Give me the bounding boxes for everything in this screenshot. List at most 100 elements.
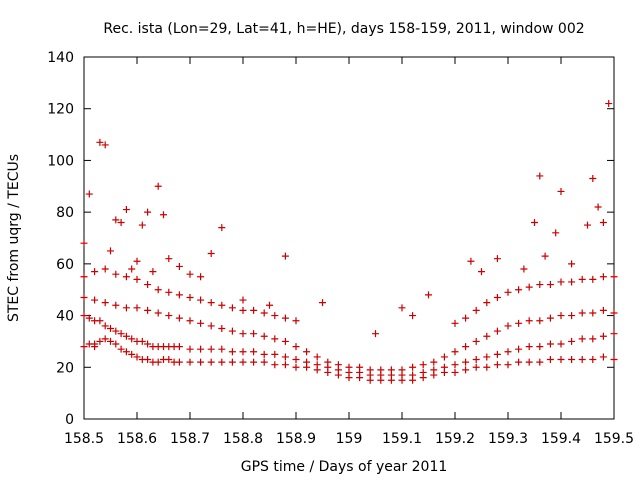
data-point	[536, 317, 544, 325]
data-point	[313, 361, 321, 369]
data-point	[398, 304, 406, 312]
data-point	[186, 358, 194, 366]
data-point	[218, 358, 226, 366]
data-point	[186, 317, 194, 325]
data-point	[149, 268, 157, 276]
data-point	[165, 288, 173, 296]
data-point	[451, 368, 459, 376]
data-point	[271, 350, 279, 358]
y-tick-label: 0	[65, 412, 74, 428]
x-tick-label: 159.2	[435, 431, 475, 447]
data-point	[133, 353, 141, 361]
data-point	[504, 288, 512, 296]
data-point	[610, 356, 618, 364]
data-point	[112, 340, 120, 348]
data-point	[568, 312, 576, 320]
data-point	[271, 335, 279, 343]
data-point	[462, 343, 470, 351]
data-point	[186, 345, 194, 353]
data-point	[122, 206, 130, 214]
data-point	[303, 348, 311, 356]
x-tick-label: 159	[336, 431, 363, 447]
data-point	[419, 368, 427, 376]
y-tick-label: 100	[47, 153, 74, 169]
y-tick-label: 80	[56, 205, 74, 221]
data-point	[138, 337, 146, 345]
data-point	[107, 247, 114, 255]
data-point	[122, 332, 130, 340]
data-point	[483, 299, 491, 307]
data-point	[197, 273, 205, 281]
data-point	[568, 356, 576, 364]
data-point	[96, 317, 104, 325]
data-point	[345, 363, 353, 371]
data-point	[266, 301, 273, 309]
data-point	[589, 335, 597, 343]
data-point	[207, 345, 215, 353]
data-point	[117, 345, 125, 353]
data-point	[589, 309, 597, 317]
data-point	[112, 216, 120, 224]
x-tick-label: 159.1	[382, 431, 422, 447]
data-point	[122, 348, 130, 356]
data-point	[117, 218, 125, 226]
data-point	[589, 275, 597, 283]
data-point	[578, 335, 586, 343]
data-point	[101, 335, 109, 343]
data-point	[239, 296, 247, 304]
data-point	[493, 293, 501, 301]
x-axis: 158.5 158.6 158.7 158.8 158.9 159 159.1 159.2 15…	[64, 57, 634, 447]
data-point	[292, 356, 300, 364]
data-point	[80, 293, 88, 301]
data-point	[303, 358, 311, 366]
data-point	[425, 291, 432, 299]
x-tick-label: 158.8	[223, 431, 263, 447]
data-point	[128, 335, 136, 343]
data-point	[483, 363, 491, 371]
data-point	[525, 283, 533, 291]
data-point	[154, 286, 162, 294]
data-point	[228, 304, 236, 312]
data-point	[91, 268, 99, 276]
data-point	[541, 252, 549, 260]
data-point	[85, 314, 93, 322]
data-point	[260, 309, 268, 317]
data-point	[271, 361, 279, 369]
data-point	[101, 265, 109, 273]
data-point	[520, 265, 528, 273]
data-point	[568, 278, 576, 286]
data-point	[440, 353, 448, 361]
x-tick-label: 159.5	[594, 431, 634, 447]
chart-title: Rec. ista (Lon=29, Lat=41, h=HE), days 1…	[103, 21, 584, 37]
data-point	[107, 337, 114, 345]
data-point	[165, 255, 173, 263]
data-point	[546, 356, 554, 364]
data-point	[467, 257, 475, 265]
data-point	[271, 312, 279, 320]
data-point	[160, 211, 167, 219]
data-point	[610, 273, 618, 281]
data-point	[144, 208, 152, 216]
data-point	[292, 317, 300, 325]
data-point	[197, 358, 205, 366]
data-point	[250, 306, 258, 314]
data-point	[546, 314, 554, 322]
data-point	[557, 187, 565, 195]
data-point	[605, 100, 613, 108]
data-point	[493, 361, 501, 369]
data-point	[218, 325, 226, 332]
data-point	[409, 371, 417, 379]
data-point	[324, 358, 332, 366]
data-point	[128, 265, 136, 273]
scatter-points	[80, 100, 618, 384]
x-tick-label: 158.9	[276, 431, 316, 447]
data-point	[239, 330, 247, 338]
data-point	[568, 337, 576, 345]
data-point	[472, 306, 480, 314]
y-tick-label: 60	[56, 257, 74, 273]
data-point	[536, 358, 544, 366]
data-point	[107, 325, 114, 332]
data-point	[589, 175, 597, 183]
data-point	[207, 299, 215, 307]
y-tick-label: 40	[56, 309, 74, 325]
